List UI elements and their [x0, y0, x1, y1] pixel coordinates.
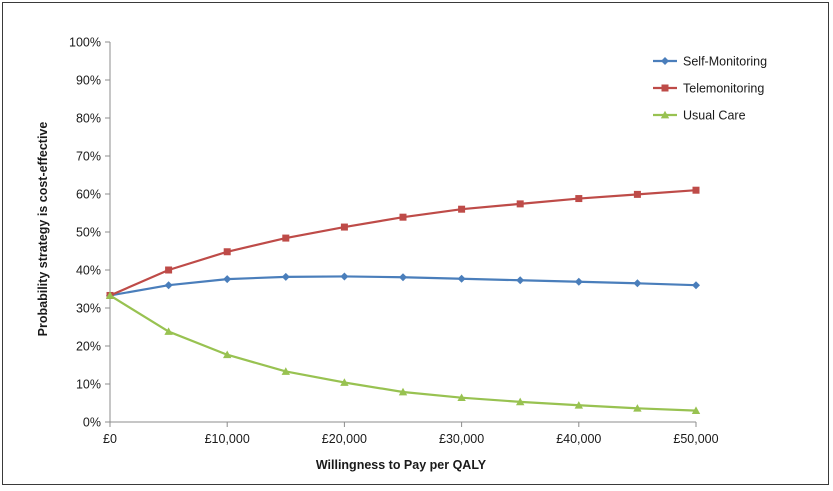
data-point: [516, 276, 525, 285]
y-axis-title: Probability strategy is cost-effective: [36, 122, 50, 337]
x-tick-label: £10,000: [205, 432, 250, 446]
data-point: [458, 205, 466, 213]
data-point: [457, 274, 466, 283]
data-point: [281, 272, 290, 281]
x-tick-label: £40,000: [556, 432, 601, 446]
data-point: [516, 397, 525, 406]
data-point: [692, 281, 700, 290]
data-point: [574, 277, 583, 286]
data-point: [457, 393, 466, 402]
data-point: [633, 404, 642, 412]
legend-marker: [660, 110, 670, 119]
legend-entry: Self-Monitoring: [653, 55, 767, 69]
legend-marker: [661, 84, 669, 92]
y-tick-label: 60%: [76, 188, 101, 202]
legend-label: Self-Monitoring: [683, 55, 767, 69]
data-point: [164, 327, 173, 335]
data-point: [105, 291, 115, 299]
legend-entry: Usual Care: [653, 109, 746, 123]
y-axis: 0% 10% 20% 30% 40% 50% 60% 70% 80% 90% 100%: [69, 36, 111, 430]
y-tick-label: 50%: [76, 226, 101, 240]
legend-label: Usual Care: [683, 109, 746, 123]
data-point: [340, 223, 348, 231]
x-tick-label: £30,000: [439, 432, 484, 446]
y-tick-label: 70%: [76, 150, 101, 164]
data-point: [633, 190, 641, 198]
data-point: [633, 279, 642, 288]
x-axis-title: Willingness to Pay per QALY: [316, 458, 487, 472]
y-tick-label: 90%: [76, 74, 101, 88]
x-tick-label: £0: [103, 432, 117, 446]
y-tick-label: 20%: [76, 340, 101, 354]
data-point: [691, 406, 701, 414]
series-layer: [105, 186, 701, 414]
data-point: [399, 273, 407, 282]
data-point: [398, 387, 408, 396]
data-point: [399, 213, 407, 221]
data-point: [164, 281, 173, 290]
cost-effectiveness-chart: 0% 10% 20% 30% 40% 50% 60% 70% 80% 90% 100% £0 £10,…: [36, 36, 767, 473]
chart-frame: 0% 10% 20% 30% 40% 50% 60% 70% 80% 90% 100% £0 £10,…: [2, 2, 829, 485]
x-tick-label: £20,000: [322, 432, 367, 446]
x-tick-label: £50,000: [673, 432, 718, 446]
x-axis: £0 £10,000 £20,000 £30,000 £40,000 £50,000: [103, 421, 719, 446]
legend-marker: [661, 57, 669, 65]
data-point: [223, 275, 232, 284]
series-usual-care: [105, 291, 701, 414]
legend-label: Telemonitoring: [683, 82, 764, 96]
data-point: [281, 367, 290, 375]
data-point: [165, 266, 173, 274]
y-tick-label: 100%: [69, 36, 101, 50]
data-point: [516, 200, 524, 208]
data-point: [223, 248, 231, 256]
data-point: [340, 272, 349, 281]
y-tick-label: 40%: [76, 264, 101, 278]
y-tick-label: 10%: [76, 378, 101, 392]
y-tick-label: 80%: [76, 112, 101, 126]
legend: Self-Monitoring Telemonitoring Usual Care: [653, 55, 767, 123]
y-tick-label: 0%: [83, 416, 101, 430]
data-point: [340, 378, 349, 386]
data-point: [575, 195, 583, 203]
data-point: [223, 350, 232, 359]
data-point: [574, 401, 583, 409]
data-point: [282, 234, 290, 242]
data-point: [692, 186, 700, 194]
series-self-monitoring: [106, 272, 700, 300]
y-tick-label: 30%: [76, 302, 101, 316]
legend-entry: Telemonitoring: [653, 82, 764, 96]
